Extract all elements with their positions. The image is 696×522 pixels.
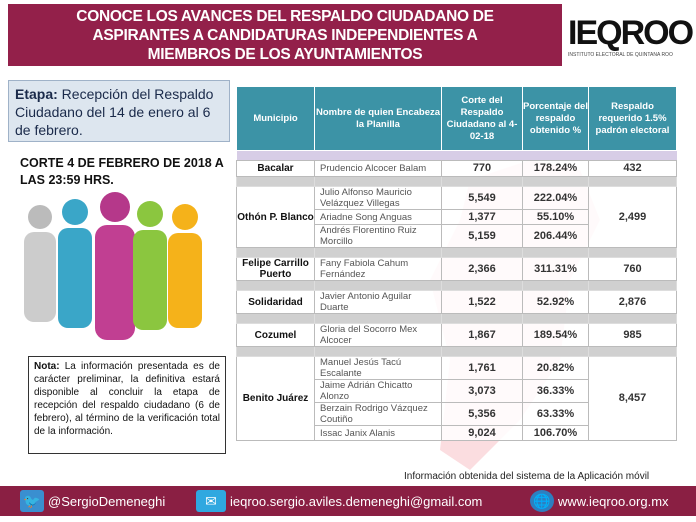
separator-row (236, 346, 677, 357)
website-link[interactable]: www.ieqroo.org.mx (558, 493, 669, 509)
respaldo-count-cell: 5,356 (441, 402, 523, 426)
municipio-cell: Bacalar (236, 160, 315, 177)
column-header: Municipio (236, 86, 315, 151)
respaldo-count-cell: 1,522 (441, 290, 523, 314)
municipio-cell: Felipe Carrillo Puerto (236, 257, 315, 281)
percentage-cell: 36.33% (522, 379, 589, 403)
municipio-cell: Benito Juárez (236, 356, 315, 441)
respaldo-count-cell: 1,377 (441, 209, 523, 225)
etapa-box: Etapa: Recepción del Respaldo Ciudadano … (8, 80, 230, 142)
table-row: Felipe Carrillo Puerto Fany Fabiola Cahum… (236, 257, 677, 281)
percentage-cell: 106.70% (522, 425, 589, 441)
percentage-cell: 189.54% (522, 323, 589, 347)
respaldo-count-cell: 1,867 (441, 323, 523, 347)
percentage-cell: 52.92% (522, 290, 589, 314)
person-icon (95, 192, 135, 340)
table-row: Berzain Rodrigo Vázquez Coutiño 5,356 63.3… (237, 402, 677, 426)
percentage-cell: 178.24% (522, 160, 589, 177)
respaldo-count-cell: 9,024 (441, 425, 523, 441)
required-cell: 985 (588, 323, 677, 347)
column-header: Nombre de quien Encabeza la Planilla (314, 86, 442, 151)
footer-bar: 🐦 @SergioDemeneghi ✉ ieqroo.sergio.aviles.… (0, 486, 696, 516)
separator-row (236, 150, 677, 161)
twitter-icon: 🐦 (20, 490, 44, 512)
source-note: Información obtenida del sistema de la A… (404, 471, 650, 482)
required-cell: 760 (588, 257, 677, 281)
separator-row (236, 247, 677, 258)
corte-heading: CORTE 4 DE FEBRERO DE 2018 A LAS 23:59 H… (20, 156, 224, 187)
twitter-link[interactable]: @SergioDemeneghi (48, 493, 166, 509)
table-row: Issac Janix Alanis 9,024 106.70% (237, 425, 677, 441)
respaldo-count-cell: 5,549 (441, 186, 523, 210)
person-icon (58, 199, 92, 328)
candidate-name-cell: Manuel Jesús Tacú Escalante (314, 356, 442, 380)
candidate-name-cell: Fany Fabiola Cahum Fernández (314, 257, 442, 281)
email-icon: ✉ (196, 490, 226, 512)
candidate-name-cell: Julio Alfonso Mauricio Velázquez Villega… (314, 186, 442, 210)
separator-row (236, 280, 677, 291)
respaldo-count-cell: 3,073 (441, 379, 523, 403)
table-row: Cozumel Gloria del Socorro Mex Alcocer 1,8… (236, 323, 677, 347)
page-title: CONOCE LOS AVANCES DEL RESPALDO CIUDADAN… (8, 4, 562, 66)
table-row: Bacalar Prudencio Alcocer Balam 770 178.24%… (236, 160, 677, 177)
municipio-cell: Cozumel (236, 323, 315, 347)
table-row: Solidaridad Javier Antonio Aguilar Duarte… (236, 290, 677, 314)
respaldo-count-cell: 5,159 (441, 224, 523, 248)
person-icon (24, 205, 56, 322)
person-icon (133, 201, 167, 330)
column-header: Corte del Respaldo Ciudadano al 4-02-18 (441, 86, 523, 151)
percentage-cell: 63.33% (522, 402, 589, 426)
people-illustration (24, 192, 202, 340)
table-row: Andrés Florentino Ruiz Morcillo 5,159 206.… (237, 224, 677, 248)
candidate-name-cell: Prudencio Alcocer Balam (314, 160, 442, 177)
required-cell: 2,499 (588, 186, 677, 248)
percentage-cell: 206.44% (522, 224, 589, 248)
percentage-cell: 55.10% (522, 209, 589, 225)
globe-icon: 🌐 (530, 490, 554, 512)
candidate-name-cell: Berzain Rodrigo Vázquez Coutiño (314, 402, 442, 426)
ieqroo-logo: IEQROO INSTITUTO ELECTORAL DE QUINTANA R… (568, 14, 694, 58)
candidate-name-cell: Gloria del Socorro Mex Alcocer (314, 323, 442, 347)
candidate-name-cell: Jaime Adrián Chicatto Alonzo (314, 379, 442, 403)
required-cell: 8,457 (588, 356, 677, 441)
note-box: Nota: La información presentada es de ca… (28, 356, 226, 454)
percentage-cell: 20.82% (522, 356, 589, 380)
candidate-name-cell: Andrés Florentino Ruiz Morcillo (314, 224, 442, 248)
respaldo-count-cell: 2,366 (441, 257, 523, 281)
email-link[interactable]: ieqroo.sergio.aviles.demeneghi@gmail.com (230, 493, 483, 509)
municipio-cell: Othón P. Blanco (236, 186, 315, 248)
required-cell: 2,876 (588, 290, 677, 314)
candidate-name-cell: Issac Janix Alanis (314, 425, 442, 441)
candidate-name-cell: Ariadne Song Anguas (314, 209, 442, 225)
column-header: Porcentaje del respaldo obtenido % (522, 86, 589, 151)
required-cell: 432 (588, 160, 677, 177)
person-icon (168, 204, 202, 328)
column-header: Respaldo requerido 1.5% padrón electoral (588, 86, 677, 151)
table-row: Othón P. Blanco Julio Alfonso Mauricio Ve… (236, 186, 677, 248)
separator-row (236, 313, 677, 324)
separator-row (236, 176, 677, 187)
municipio-cell: Solidaridad (236, 290, 315, 314)
respaldo-count-cell: 1,761 (441, 356, 523, 380)
respaldo-count-cell: 770 (441, 160, 523, 177)
table-row: Benito Juárez Manuel Jesús Tacú Escalante… (236, 356, 677, 441)
percentage-cell: 311.31% (522, 257, 589, 281)
percentage-cell: 222.04% (522, 186, 589, 210)
candidate-name-cell: Javier Antonio Aguilar Duarte (314, 290, 442, 314)
results-table: Municipio Nombre de quien Encabeza la Pla… (236, 86, 677, 441)
